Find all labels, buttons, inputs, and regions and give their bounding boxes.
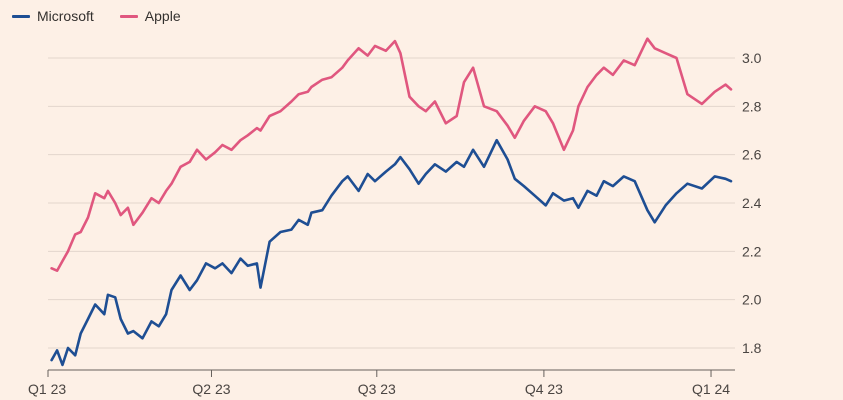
y-tick-label: 2.8 xyxy=(742,98,762,114)
legend-swatch-microsoft xyxy=(12,14,30,18)
y-tick-label: 2.4 xyxy=(742,195,762,211)
series-line-apple xyxy=(50,37,733,273)
series-line-microsoft xyxy=(50,138,733,367)
legend-swatch-apple xyxy=(119,14,138,18)
y-tick-label: 3.0 xyxy=(742,50,762,66)
y-tick-label: 2.0 xyxy=(742,292,762,308)
x-tick-label: Q2 23 xyxy=(192,381,230,397)
legend-label-microsoft: Microsoft xyxy=(37,8,94,24)
legend: Microsoft Apple xyxy=(12,8,181,24)
x-tick-label: Q1 23 xyxy=(28,381,66,397)
legend-item-microsoft[interactable]: Microsoft xyxy=(12,8,94,24)
x-tick-label: Q4 23 xyxy=(525,381,563,397)
y-tick-label: 1.8 xyxy=(742,340,762,356)
legend-label-apple: Apple xyxy=(144,8,181,24)
series-lines xyxy=(50,37,733,367)
y-tick-label: 2.6 xyxy=(742,147,762,163)
y-tick-label: 2.2 xyxy=(742,243,762,259)
y-axis-ticks: 1.8 2.0 2.2 2.4 2.6 2.8 3.0 xyxy=(742,50,762,356)
x-tick-label: Q3 23 xyxy=(358,381,396,397)
x-axis: Q1 23 Q2 23 Q3 23 Q4 23 Q1 24 xyxy=(28,369,735,397)
gridlines xyxy=(48,57,735,349)
x-tick-label: Q1 24 xyxy=(692,381,730,397)
legend-item-apple[interactable]: Apple xyxy=(119,8,181,24)
